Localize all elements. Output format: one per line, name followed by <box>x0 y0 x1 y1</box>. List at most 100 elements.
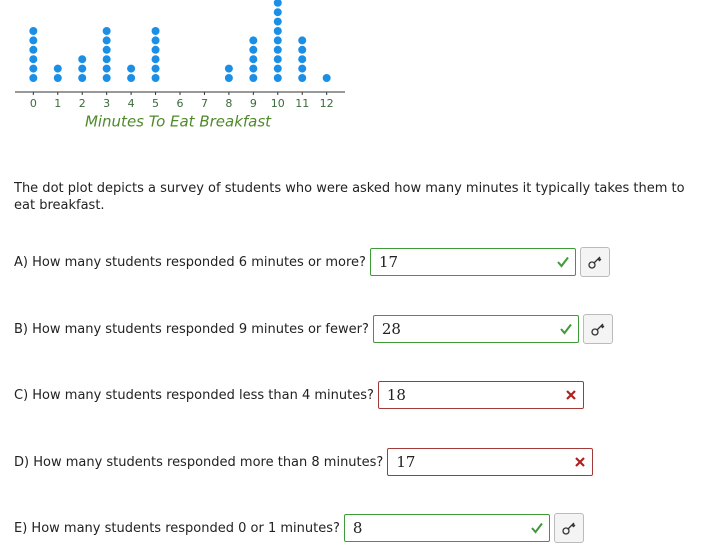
dot <box>53 64 62 73</box>
dot <box>151 55 160 64</box>
dot <box>224 74 233 82</box>
check-icon <box>531 522 543 534</box>
question-label: D) How many students responded more than… <box>14 454 384 470</box>
cross <box>566 390 576 400</box>
dot <box>298 36 307 45</box>
dot <box>249 74 258 82</box>
x-tick-label: 11 <box>295 97 309 110</box>
answer-text: 17 <box>396 453 416 471</box>
dot <box>298 45 307 54</box>
key-blade <box>567 522 576 530</box>
dot <box>273 55 282 64</box>
dot <box>273 36 282 45</box>
description: The dot plot depicts a survey of student… <box>14 181 685 213</box>
dot <box>151 64 160 73</box>
x-icon <box>575 457 586 467</box>
answer-text: 17 <box>378 253 399 271</box>
check <box>557 256 569 268</box>
dot <box>29 64 38 73</box>
question: D) How many students responded more than… <box>14 446 594 478</box>
key-blade <box>596 323 605 331</box>
x-tick-label: 7 <box>201 97 208 110</box>
dot <box>102 45 111 54</box>
key-icon <box>591 323 605 336</box>
dot <box>151 27 160 35</box>
key-icon <box>562 522 576 535</box>
dot <box>273 45 282 54</box>
dot <box>224 64 233 73</box>
dot <box>102 74 111 82</box>
dot <box>273 17 282 26</box>
dot <box>322 74 331 82</box>
dot <box>29 45 38 54</box>
x-tick-label: 5 <box>152 97 159 110</box>
key-blade <box>593 256 602 264</box>
dot <box>29 36 38 45</box>
key-button[interactable] <box>582 314 613 344</box>
question: B) How many students responded 9 minutes… <box>14 313 613 345</box>
dot <box>53 74 62 82</box>
cross <box>575 457 586 467</box>
dot <box>249 36 258 45</box>
dot <box>78 64 87 73</box>
dot <box>273 0 282 7</box>
x-tick-label: 3 <box>103 97 110 110</box>
x-tick-label: 2 <box>79 97 86 110</box>
dot <box>151 45 160 54</box>
x-tick-label: 8 <box>225 97 232 110</box>
answer-box[interactable]: 18 <box>377 381 584 409</box>
x-tick-label: 10 <box>271 97 285 110</box>
check-icon <box>557 256 569 268</box>
x-tick-label: 1 <box>54 97 61 110</box>
key-button[interactable] <box>553 513 584 543</box>
key-icon <box>588 256 602 269</box>
answer-text: 8 <box>352 519 363 537</box>
dot <box>273 64 282 73</box>
x-tick-label: 4 <box>128 97 135 110</box>
dot <box>127 64 136 73</box>
dot <box>29 74 38 82</box>
dot <box>298 64 307 73</box>
dot <box>298 74 307 82</box>
x-icon <box>566 390 576 400</box>
answer-text: 18 <box>386 386 406 404</box>
question-label: E) How many students responded 0 or 1 mi… <box>14 520 340 536</box>
dot <box>29 55 38 64</box>
x-tick-label: 9 <box>250 97 257 110</box>
dot <box>102 36 111 45</box>
x-tick-label: 12 <box>320 97 334 110</box>
dot <box>249 55 258 64</box>
dot-plot: Minutes To Eat Breakfast 0 1 2 3 4 5 6 7 8 9 10 11 1… <box>15 0 345 131</box>
dot <box>127 74 136 82</box>
dot <box>249 64 258 73</box>
answer-text: 28 <box>381 320 401 338</box>
dot <box>249 45 258 54</box>
dot <box>102 55 111 64</box>
dot <box>273 8 282 17</box>
dot <box>102 64 111 73</box>
key-ring <box>591 328 599 336</box>
question-label: A) How many students responded 6 minutes… <box>14 254 366 270</box>
check-icon <box>560 323 572 335</box>
dot <box>151 74 160 82</box>
question-label: B) How many students responded 9 minutes… <box>14 321 369 337</box>
answer-box[interactable]: 17 <box>369 248 576 276</box>
check <box>531 522 543 534</box>
answer-box[interactable]: 17 <box>387 448 594 476</box>
key-ring <box>588 261 596 269</box>
answer-box[interactable]: 28 <box>372 315 579 343</box>
x-axis-label: Minutes To Eat Breakfast <box>85 113 272 131</box>
key-ring <box>562 527 570 535</box>
dot <box>29 27 38 35</box>
answer-box[interactable]: 8 <box>343 514 550 542</box>
question: C) How many students responded less than… <box>14 379 584 411</box>
dot <box>78 55 87 64</box>
dot <box>273 74 282 82</box>
dot <box>298 55 307 64</box>
check <box>560 323 572 335</box>
key-button[interactable] <box>579 247 610 277</box>
question: E) How many students responded 0 or 1 mi… <box>14 512 584 544</box>
dot <box>273 27 282 35</box>
dot <box>102 27 111 35</box>
